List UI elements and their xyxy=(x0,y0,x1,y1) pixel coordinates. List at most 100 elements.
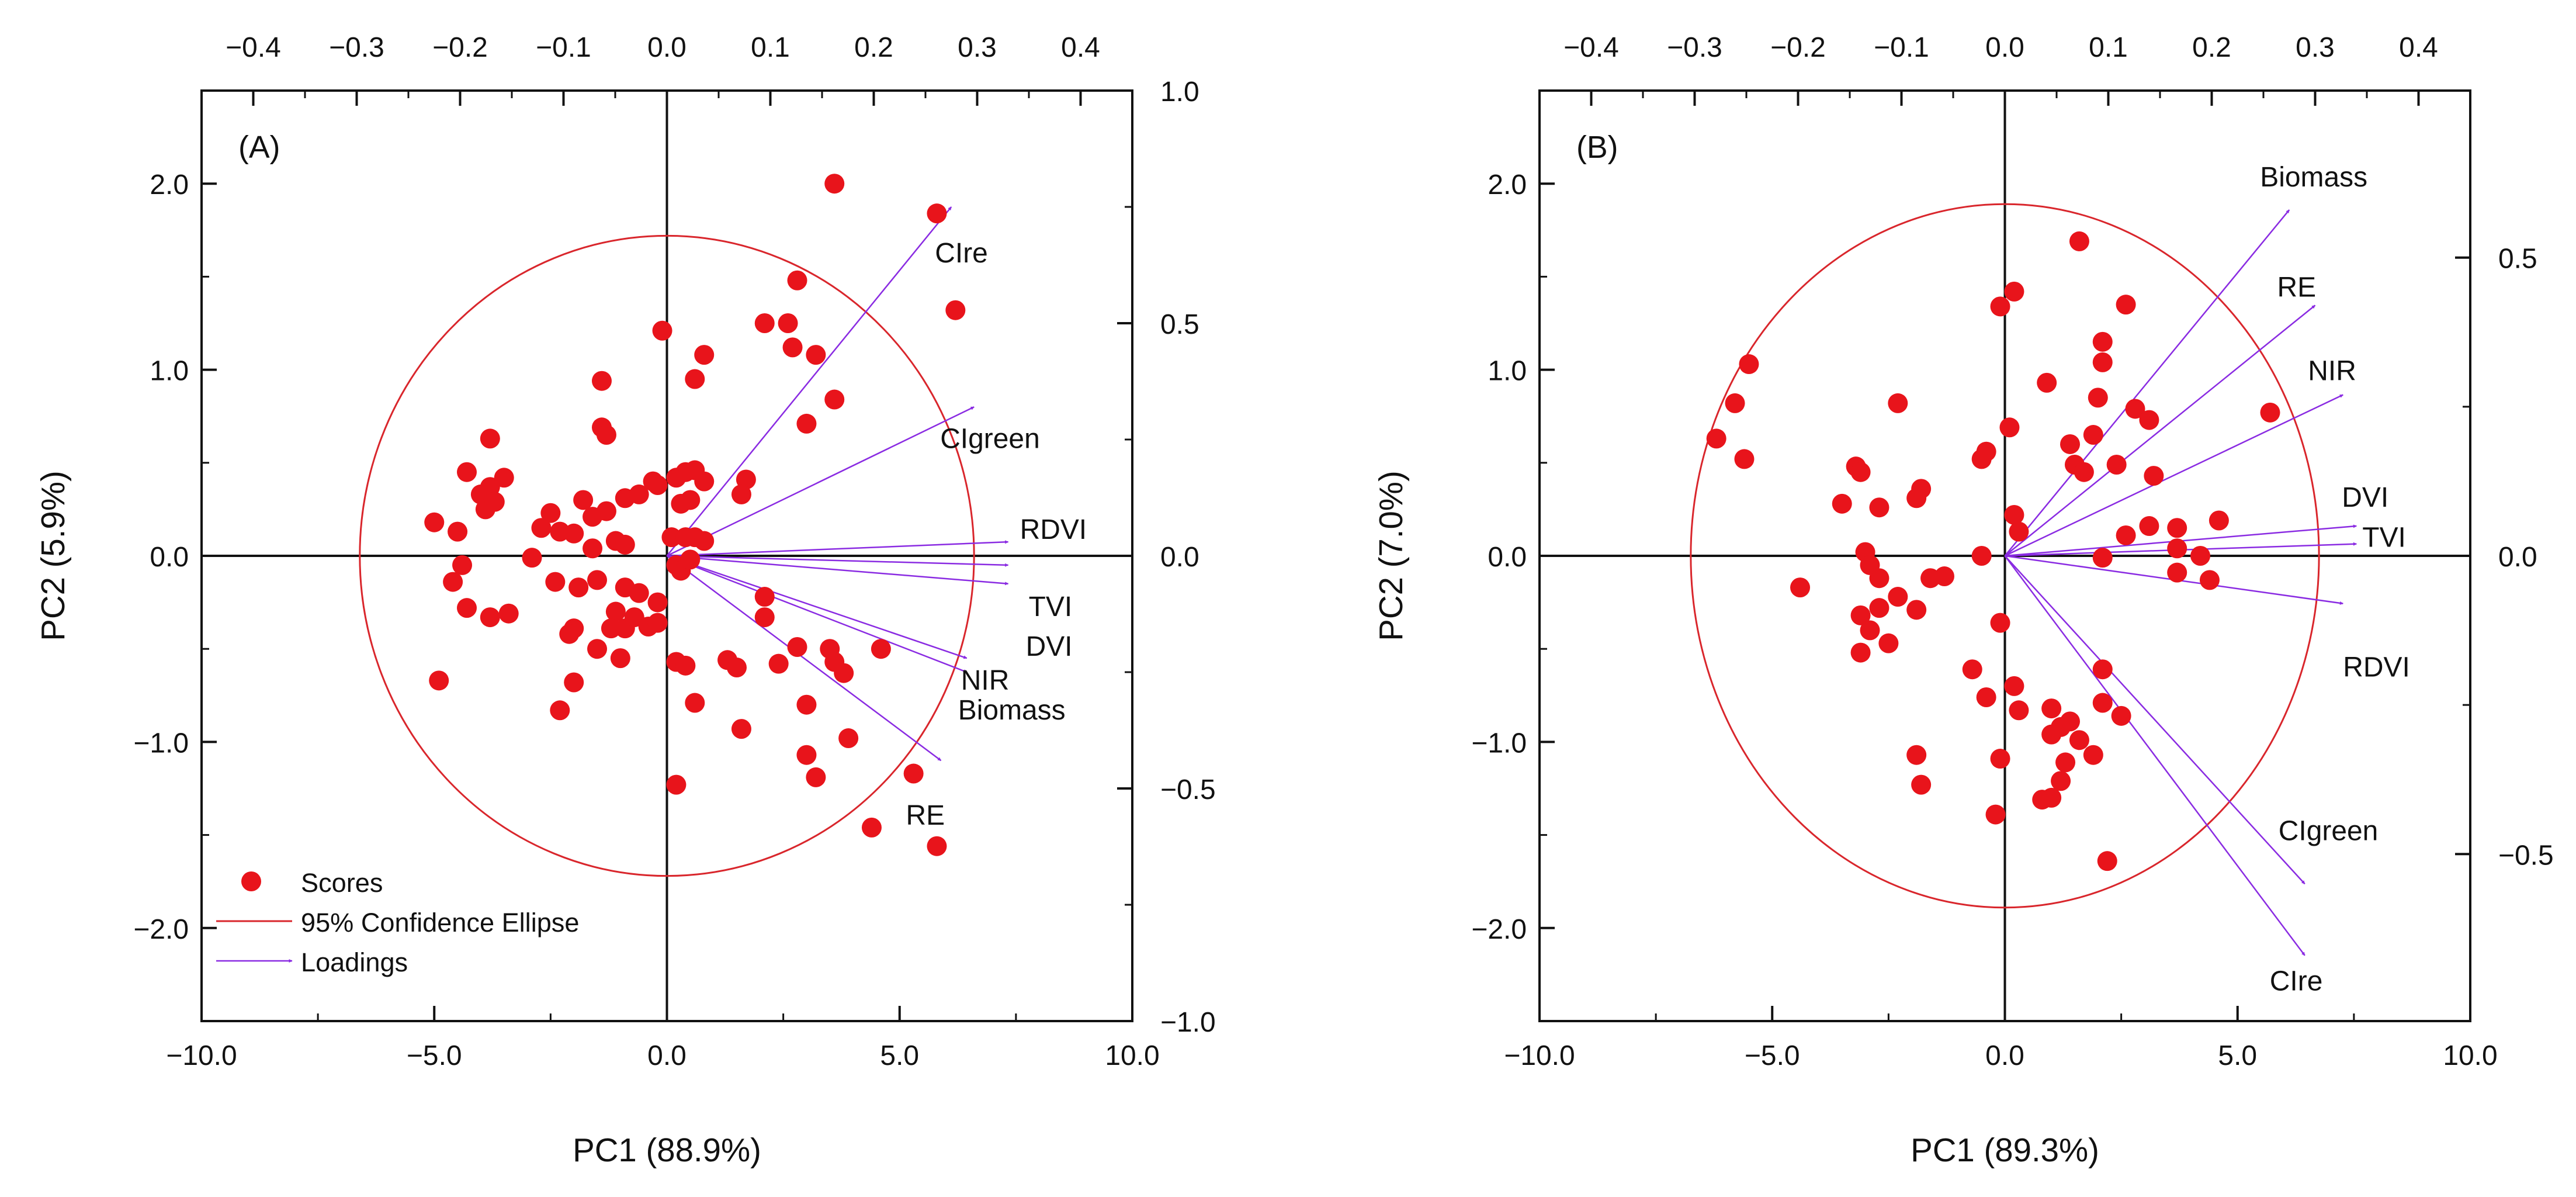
score-point xyxy=(903,763,924,784)
legend-score-marker xyxy=(241,871,261,891)
score-point xyxy=(573,490,594,510)
y-tick-label: −2.0 xyxy=(1471,914,1527,945)
score-point xyxy=(1850,605,1871,625)
score-point xyxy=(2167,518,2187,538)
loading-label-biomass: Biomass xyxy=(958,695,1066,726)
top-tick-label: 0.0 xyxy=(1985,32,2024,63)
score-point xyxy=(601,618,621,639)
loading-arrow-cigreen xyxy=(666,406,975,557)
loading-arrow-nir xyxy=(2004,394,2343,557)
x-tick-label: −10.0 xyxy=(166,1040,237,1071)
score-point xyxy=(1832,493,1852,514)
score-point xyxy=(787,637,807,658)
score-point xyxy=(2199,570,2220,590)
score-point xyxy=(834,663,854,683)
score-point xyxy=(629,583,649,603)
loading-arrow-biomass xyxy=(2004,209,2290,556)
score-point xyxy=(1990,749,2010,769)
score-point xyxy=(2060,434,2081,454)
right-tick-label: 0.5 xyxy=(1160,309,1199,340)
panel-label: (B) xyxy=(1576,130,1618,165)
score-point xyxy=(694,345,715,365)
score-point xyxy=(2041,698,2062,719)
loading-label-re: RE xyxy=(2277,272,2317,303)
score-point xyxy=(2037,372,2057,393)
x-tick-label: 0.0 xyxy=(647,1040,687,1071)
score-point xyxy=(2092,548,2113,568)
score-point xyxy=(1990,296,2010,317)
score-point xyxy=(1860,620,1880,641)
score-point xyxy=(457,462,477,482)
score-point xyxy=(480,428,500,449)
y-tick-label: 0.0 xyxy=(150,542,189,573)
score-point xyxy=(796,694,817,715)
score-point xyxy=(2069,730,2089,750)
right-tick-label: 0.0 xyxy=(1160,542,1199,573)
loading-arrow-tvi xyxy=(667,555,1009,586)
loading-arrow-dvi xyxy=(667,555,1009,567)
x-axis-title: PC1 (88.9%) xyxy=(573,1132,761,1168)
score-point xyxy=(796,745,817,765)
x-axis-title: PC1 (89.3%) xyxy=(1911,1132,2099,1168)
top-tick-label: 0.3 xyxy=(958,32,997,63)
top-tick-label: 0.2 xyxy=(854,32,893,63)
y-tick-label: 2.0 xyxy=(1488,169,1527,200)
score-point xyxy=(2167,538,2187,559)
loading-label-tvi: TVI xyxy=(2362,523,2406,553)
score-point xyxy=(1739,354,1759,375)
score-point xyxy=(731,484,751,504)
y-tick-label: 2.0 xyxy=(150,169,189,200)
legend-label: Loadings xyxy=(301,947,408,977)
score-point xyxy=(2190,546,2211,566)
score-point xyxy=(2092,659,2113,680)
x-tick-label: 10.0 xyxy=(1105,1040,1159,1071)
y-axis-title: PC2 (7.0%) xyxy=(1372,471,1409,641)
score-point xyxy=(596,425,616,445)
score-point xyxy=(2111,705,2131,726)
score-point xyxy=(424,512,445,532)
top-tick-label: −0.2 xyxy=(1770,32,1826,63)
score-point xyxy=(480,607,500,628)
legend: Scores 95% Confidence Ellipse Loadings xyxy=(216,868,579,977)
x-tick-label: 5.0 xyxy=(2218,1040,2257,1071)
score-point xyxy=(550,700,570,721)
score-point xyxy=(731,719,751,739)
score-point xyxy=(726,658,747,678)
score-point xyxy=(2125,399,2145,419)
loading-label-cigreen: CIgreen xyxy=(2279,815,2379,846)
score-point xyxy=(2092,331,2113,352)
score-point xyxy=(1706,428,1726,449)
score-point xyxy=(559,624,580,644)
score-point xyxy=(675,655,696,676)
y-tick-label: −2.0 xyxy=(133,914,189,945)
x-tick-label: 5.0 xyxy=(880,1040,919,1071)
loading-label-rdvi: RDVI xyxy=(2343,652,2410,683)
x-tick-label: 0.0 xyxy=(1985,1040,2024,1071)
score-point xyxy=(2116,295,2136,315)
score-point xyxy=(694,471,715,492)
score-point xyxy=(824,174,845,194)
top-tick-label: −0.4 xyxy=(1563,32,1619,63)
score-point xyxy=(624,607,644,628)
loading-label-cire: CIre xyxy=(935,238,988,269)
score-point xyxy=(587,639,608,659)
score-point xyxy=(806,767,826,787)
loading-label-cire: CIre xyxy=(2270,966,2323,997)
score-point xyxy=(591,371,612,391)
score-point xyxy=(484,492,505,512)
score-point xyxy=(452,555,473,575)
score-point xyxy=(1869,598,1889,618)
y-axis-title: PC2 (5.9%) xyxy=(34,471,71,641)
score-point xyxy=(1906,600,1927,620)
score-point xyxy=(806,345,826,365)
top-tick-label: 0.0 xyxy=(647,32,687,63)
score-point xyxy=(596,501,616,521)
score-point xyxy=(685,369,705,389)
score-point xyxy=(1911,774,1932,795)
loading-arrow-cire xyxy=(666,206,952,556)
top-tick-label: −0.1 xyxy=(1874,32,1929,63)
top-tick-label: 0.4 xyxy=(2399,32,2438,63)
score-point xyxy=(1869,497,1889,518)
score-point xyxy=(2041,787,2062,808)
